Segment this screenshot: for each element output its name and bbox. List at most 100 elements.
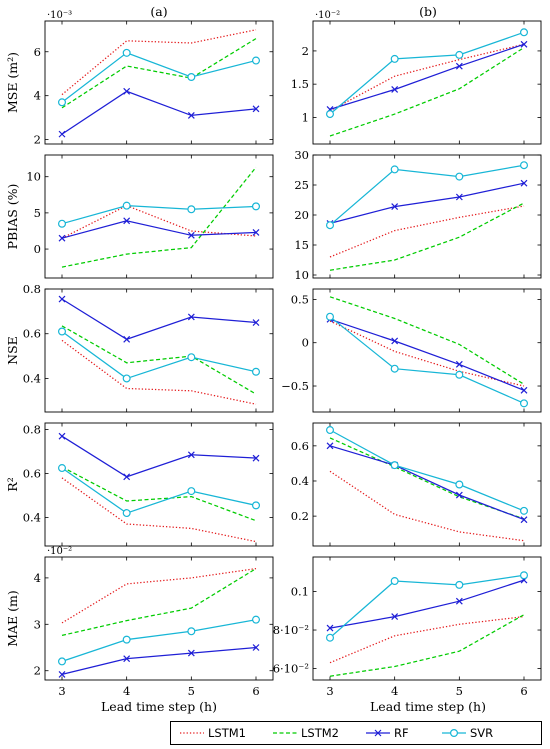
y-tick-label: 4 [34, 571, 41, 585]
y-tick-label: 4 [34, 89, 41, 103]
y-axis-exponent: ·10⁻² [47, 546, 72, 557]
point-svr [122, 201, 131, 210]
point-svr [519, 571, 528, 580]
point-svr [122, 48, 131, 57]
point-rf [391, 337, 399, 345]
series-line-lstm1 [61, 339, 257, 405]
point-rf [187, 649, 195, 657]
plot-frame [44, 154, 274, 279]
point-rf [187, 451, 195, 459]
y-tick-label: 0.4 [291, 474, 309, 488]
point-svr [122, 635, 131, 644]
y-tick-label: 0.4 [23, 371, 41, 385]
x-tick-label: 3 [58, 684, 65, 698]
plot-frame [44, 556, 274, 681]
plot-frame [312, 422, 542, 547]
y-tick-label: 10 [294, 268, 309, 282]
series-line-lstm1 [329, 320, 525, 387]
point-svr [519, 506, 528, 515]
point-svr [455, 580, 464, 589]
point-svr [326, 426, 335, 435]
plot-frame [312, 154, 542, 279]
point-svr [57, 98, 66, 107]
y-tick-label: 6·10⁻² [273, 661, 309, 675]
point-svr [326, 312, 335, 321]
chart-panel-6: −0.5 0 0.5 [281, 288, 542, 413]
x-axis-title-b: Lead time step (h) [370, 699, 486, 714]
legend-label-lstm2: LSTM2 [301, 726, 339, 740]
plot-frame [44, 20, 274, 145]
point-rf [455, 360, 463, 368]
legend-label-rf: RF [394, 726, 409, 740]
chart-panel-9: 3 4 5 6 2 3 4 ·10⁻² MAE (m) [5, 546, 274, 698]
point-rf [391, 203, 399, 211]
plot-frame [312, 556, 542, 681]
panels: 2 4 6 ·10⁻³ MSE (m²) 1 1.5 2 ·10⁻² 0 5 10 PBIAS (%) 1… [5, 10, 542, 698]
point-svr [390, 364, 399, 373]
point-svr [390, 54, 399, 63]
point-svr [187, 487, 196, 496]
y-tick-label: 25 [294, 178, 309, 192]
y-axis-title: NSE [5, 336, 20, 365]
point-svr [57, 219, 66, 228]
series-line-rf [329, 445, 525, 521]
y-tick-label: 0 [34, 242, 41, 256]
plot-frame [44, 422, 274, 547]
legend-swatch-rf [366, 729, 390, 737]
point-rf [391, 613, 399, 621]
point-rf [520, 40, 528, 48]
y-tick-label: 2 [302, 44, 309, 58]
y-tick-label: 0.4 [23, 510, 41, 524]
y-tick-label: 0.8 [23, 282, 41, 296]
point-svr [122, 374, 131, 383]
point-rf [123, 473, 131, 481]
point-rf [123, 335, 131, 343]
series-line-lstm2 [329, 437, 525, 520]
point-rf [123, 87, 131, 95]
point-rf [252, 105, 260, 113]
chart-panel-10: 3 4 5 6 6·10⁻² 8·10⁻² 0.1 [273, 556, 542, 698]
point-svr [455, 370, 464, 379]
point-svr [187, 73, 196, 82]
series-line-lstm1 [329, 43, 525, 112]
series-line-svr [329, 316, 525, 404]
series-line-rf [61, 435, 257, 478]
legend: LSTM1 LSTM2 RF SVR [170, 721, 542, 745]
x-tick-label: 6 [520, 684, 527, 698]
point-svr [326, 221, 335, 230]
series-line-lstm2 [61, 38, 257, 109]
point-rf [391, 86, 399, 93]
series-line-rf [61, 90, 257, 135]
y-tick-label: 8·10⁻² [273, 623, 309, 637]
y-tick-label: 1 [302, 110, 309, 124]
y-axis-title: R² [5, 477, 20, 491]
point-svr [326, 110, 335, 119]
legend-swatch-lstm2 [273, 732, 297, 734]
y-axis-exponent: ·10⁻² [315, 10, 340, 21]
series-line-lstm1 [61, 29, 257, 96]
point-svr [390, 165, 399, 174]
y-tick-label: 0 [302, 336, 309, 350]
point-rf [252, 644, 260, 651]
point-rf [520, 386, 528, 394]
series-line-lstm1 [329, 615, 525, 664]
point-svr [455, 480, 464, 489]
point-svr [326, 633, 335, 642]
y-axis-title: PBIAS (%) [5, 184, 20, 250]
point-rf [455, 62, 463, 70]
chart-panel-4: 10 15 20 25 30 [294, 148, 542, 282]
series-line-lstm1 [329, 205, 525, 258]
x-axis-title-a: Lead time step (h) [101, 699, 217, 714]
series-line-lstm2 [61, 568, 257, 637]
point-rf [252, 319, 260, 326]
y-tick-label: 1.5 [291, 77, 309, 91]
series-line-svr [329, 574, 525, 639]
series-line-svr [61, 619, 257, 662]
point-rf [187, 231, 195, 239]
point-rf [455, 193, 463, 201]
chart-panel-3: 0 5 10 PBIAS (%) [5, 154, 274, 279]
series-line-rf [61, 220, 257, 239]
point-rf [520, 179, 528, 187]
plot-frame [312, 288, 542, 413]
y-tick-label: 2 [34, 133, 41, 147]
